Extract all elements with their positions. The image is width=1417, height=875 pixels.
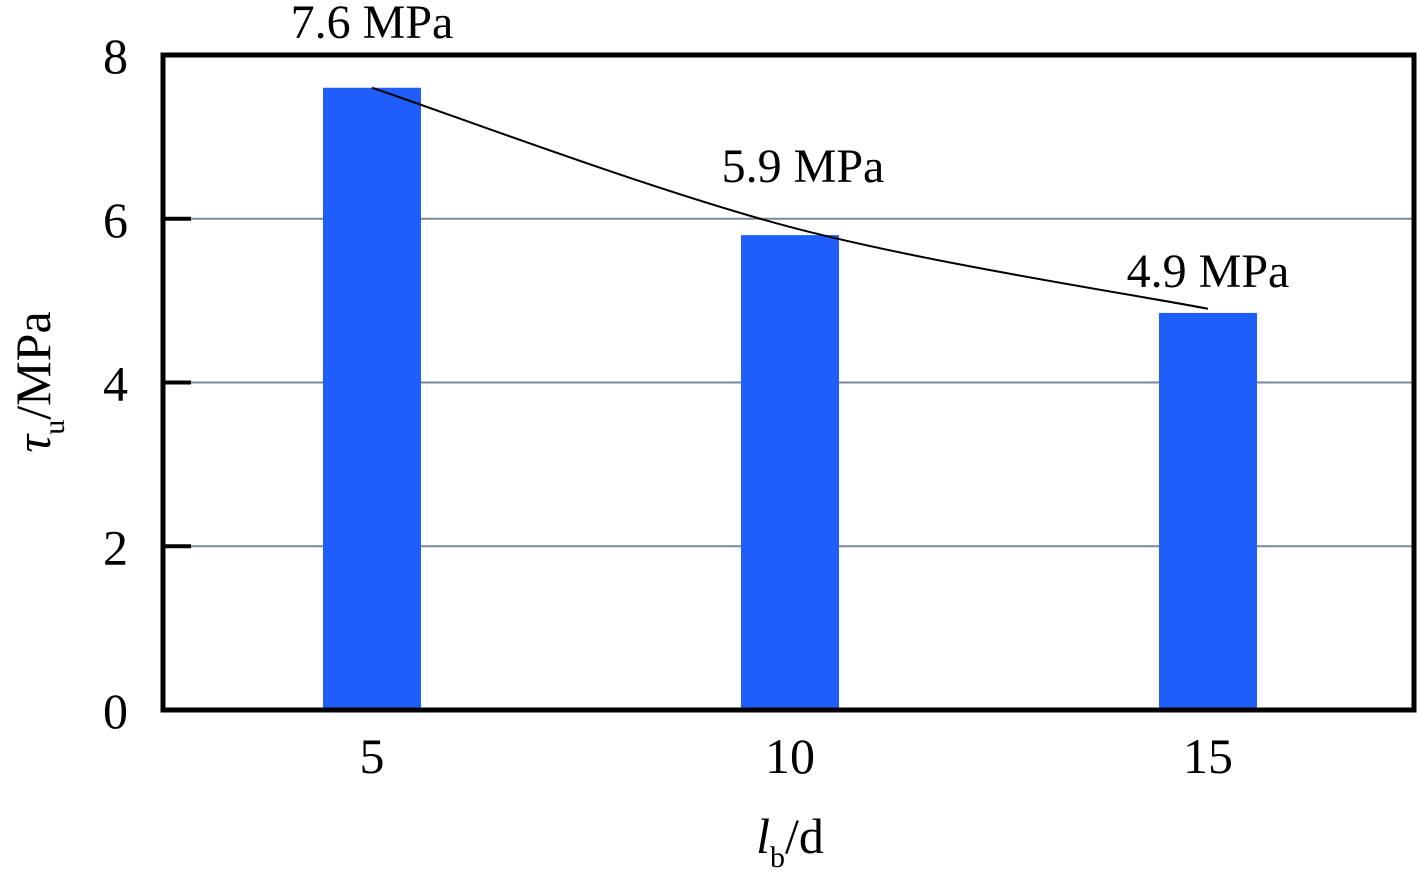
bars	[323, 87, 1257, 710]
x-axis-label-suffix: /d	[785, 808, 824, 864]
x-axis-label-sub: b	[770, 841, 785, 874]
y-axis-label-sub: u	[38, 420, 71, 435]
y-axis-label-main: τ	[5, 433, 61, 453]
bar	[323, 87, 421, 710]
trend-line	[371, 86, 1209, 310]
y-tick-label: 6	[103, 192, 128, 248]
bar	[1159, 312, 1257, 710]
data-label: 7.6 MPa	[291, 0, 454, 49]
y-tick-label: 2	[103, 519, 128, 575]
data-label: 5.9 MPa	[722, 140, 885, 193]
data-label: 4.9 MPa	[1127, 245, 1290, 298]
data-labels: 7.6 MPa 5.9 MPa 4.9 MPa	[291, 0, 1290, 298]
x-tick-label: 10	[765, 728, 815, 784]
y-axis-label-suffix: /MPa	[5, 311, 61, 419]
y-tick-label: 4	[103, 356, 128, 412]
y-tick-label: 8	[103, 28, 128, 84]
x-axis-label: lb/d	[756, 808, 824, 874]
y-axis-ticks: 0 2 4 6 8	[103, 28, 191, 739]
x-tick-label: 5	[360, 728, 385, 784]
x-tick-label: 15	[1183, 728, 1233, 784]
y-axis-label: τu/MPa	[5, 311, 71, 452]
x-axis-label-main: l	[756, 808, 770, 864]
y-tick-label: 0	[103, 683, 128, 739]
bar	[741, 235, 839, 710]
x-axis-ticks: 5 10 15	[360, 728, 1234, 784]
